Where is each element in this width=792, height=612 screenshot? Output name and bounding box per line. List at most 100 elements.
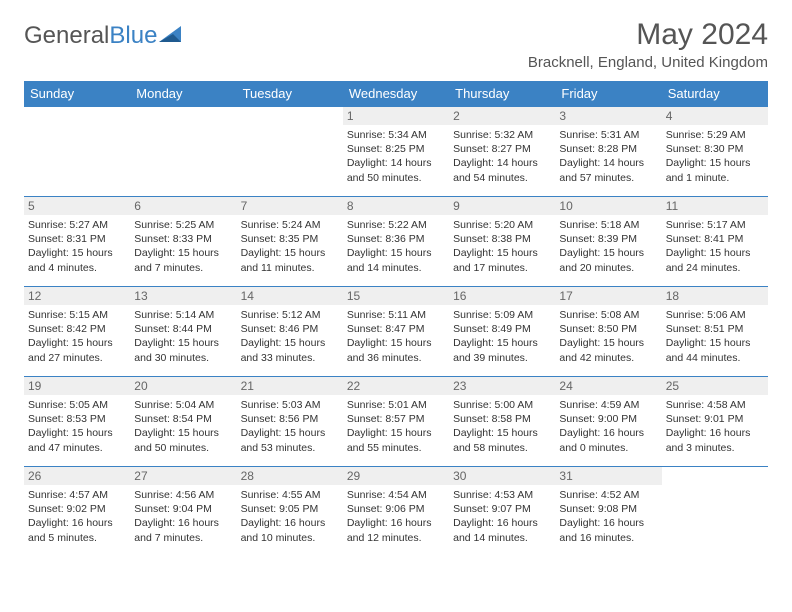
day-info: Sunrise: 5:29 AMSunset: 8:30 PMDaylight:… [666, 128, 764, 185]
weekday-sunday: Sunday [24, 81, 130, 107]
calendar-week: 26 Sunrise: 4:57 AMSunset: 9:02 PMDayligh… [24, 467, 768, 557]
weekday-wednesday: Wednesday [343, 81, 449, 107]
day-number: 14 [237, 287, 343, 305]
calendar-cell: 5Sunrise: 5:27 AMSunset: 8:31 PMDaylight… [24, 197, 130, 287]
day-info: Sunrise: 5:20 AMSunset: 8:38 PMDaylight:… [453, 218, 551, 275]
calendar-cell: 16 Sunrise: 5:09 AMSunset: 8:49 PMDayligh… [449, 287, 555, 377]
day-number: 9 [449, 197, 555, 215]
day-info: Sunrise: 5:14 AMSunset: 8:44 PMDaylight:… [134, 308, 232, 365]
day-number: 16 [449, 287, 555, 305]
day-number: 31 [555, 467, 661, 485]
calendar-cell: 7 Sunrise: 5:24 AMSunset: 8:35 PMDaylight… [237, 197, 343, 287]
day-number: 13 [130, 287, 236, 305]
location-text: Bracknell, England, United Kingdom [528, 54, 768, 71]
calendar-week: 12 Sunrise: 5:15 AMSunset: 8:42 PMDayligh… [24, 287, 768, 377]
weekday-friday: Friday [555, 81, 661, 107]
day-number: 24 [555, 377, 661, 395]
day-number: 8 [343, 197, 449, 215]
day-info: Sunrise: 5:08 AMSunset: 8:50 PMDaylight:… [559, 308, 657, 365]
day-number: 4 [662, 107, 768, 125]
day-info: Sunrise: 5:09 AMSunset: 8:49 PMDaylight:… [453, 308, 551, 365]
calendar-cell: . [130, 107, 236, 197]
day-number: 15 [343, 287, 449, 305]
calendar-cell: 6 Sunrise: 5:25 AMSunset: 8:33 PMDaylight… [130, 197, 236, 287]
calendar-cell: 9 Sunrise: 5:20 AMSunset: 8:38 PMDaylight… [449, 197, 555, 287]
day-number: 30 [449, 467, 555, 485]
calendar-cell: 20 Sunrise: 5:04 AMSunset: 8:54 PMDayligh… [130, 377, 236, 467]
day-number: 11 [662, 197, 768, 215]
calendar-cell: 8 Sunrise: 5:22 AMSunset: 8:36 PMDaylight… [343, 197, 449, 287]
day-info: Sunrise: 5:32 AMSunset: 8:27 PMDaylight:… [453, 128, 551, 185]
calendar-cell: 19 Sunrise: 5:05 AMSunset: 8:53 PMDayligh… [24, 377, 130, 467]
day-info: Sunrise: 4:55 AMSunset: 9:05 PMDaylight:… [241, 488, 339, 545]
day-number: 21 [237, 377, 343, 395]
day-number: 18 [662, 287, 768, 305]
day-number: 22 [343, 377, 449, 395]
calendar-cell: 30 Sunrise: 4:53 AMSunset: 9:07 PMDayligh… [449, 467, 555, 557]
calendar-week: 19 Sunrise: 5:05 AMSunset: 8:53 PMDayligh… [24, 377, 768, 467]
day-info: Sunrise: 5:01 AMSunset: 8:57 PMDaylight:… [347, 398, 445, 455]
day-info: Sunrise: 5:00 AMSunset: 8:58 PMDaylight:… [453, 398, 551, 455]
day-number: 28 [237, 467, 343, 485]
day-number: 1 [343, 107, 449, 125]
calendar-cell: 18 Sunrise: 5:06 AMSunset: 8:51 PMDayligh… [662, 287, 768, 377]
day-info: Sunrise: 4:59 AMSunset: 9:00 PMDaylight:… [559, 398, 657, 455]
day-info: Sunrise: 5:12 AMSunset: 8:46 PMDaylight:… [241, 308, 339, 365]
day-info: Sunrise: 5:15 AMSunset: 8:42 PMDaylight:… [28, 308, 126, 365]
calendar-cell: 26 Sunrise: 4:57 AMSunset: 9:02 PMDayligh… [24, 467, 130, 557]
day-number: 17 [555, 287, 661, 305]
title-block: May 2024 Bracknell, England, United King… [528, 18, 768, 71]
calendar-cell: 21Sunrise: 5:03 AMSunset: 8:56 PMDayligh… [237, 377, 343, 467]
day-info: Sunrise: 5:06 AMSunset: 8:51 PMDaylight:… [666, 308, 764, 365]
calendar-cell: 14 Sunrise: 5:12 AMSunset: 8:46 PMDayligh… [237, 287, 343, 377]
month-title: May 2024 [528, 18, 768, 52]
day-info: Sunrise: 5:17 AMSunset: 8:41 PMDaylight:… [666, 218, 764, 275]
day-number: 7 [237, 197, 343, 215]
day-number: 27 [130, 467, 236, 485]
brand-triangle-icon [159, 24, 185, 49]
day-info: Sunrise: 5:31 AMSunset: 8:28 PMDaylight:… [559, 128, 657, 185]
calendar-cell: 11 Sunrise: 5:17 AMSunset: 8:41 PMDayligh… [662, 197, 768, 287]
calendar-cell: . [662, 467, 768, 557]
weekday-thursday: Thursday [449, 81, 555, 107]
day-number: 12 [24, 287, 130, 305]
day-number: 25 [662, 377, 768, 395]
day-info: Sunrise: 4:52 AMSunset: 9:08 PMDaylight:… [559, 488, 657, 545]
day-info: Sunrise: 5:22 AMSunset: 8:36 PMDaylight:… [347, 218, 445, 275]
day-number: 3 [555, 107, 661, 125]
calendar-cell: 24 Sunrise: 4:59 AMSunset: 9:00 PMDayligh… [555, 377, 661, 467]
calendar-cell: 3 Sunrise: 5:31 AMSunset: 8:28 PMDaylight… [555, 107, 661, 197]
day-info: Sunrise: 4:53 AMSunset: 9:07 PMDaylight:… [453, 488, 551, 545]
day-number: 20 [130, 377, 236, 395]
day-info: Sunrise: 5:04 AMSunset: 8:54 PMDaylight:… [134, 398, 232, 455]
calendar-cell: 25 Sunrise: 4:58 AMSunset: 9:01 PMDayligh… [662, 377, 768, 467]
day-number: 19 [24, 377, 130, 395]
day-info: Sunrise: 5:24 AMSunset: 8:35 PMDaylight:… [241, 218, 339, 275]
day-info: Sunrise: 5:25 AMSunset: 8:33 PMDaylight:… [134, 218, 232, 275]
day-info: Sunrise: 4:56 AMSunset: 9:04 PMDaylight:… [134, 488, 232, 545]
day-info: Sunrise: 4:57 AMSunset: 9:02 PMDaylight:… [28, 488, 126, 545]
day-info: Sunrise: 5:11 AMSunset: 8:47 PMDaylight:… [347, 308, 445, 365]
calendar-cell: 22 Sunrise: 5:01 AMSunset: 8:57 PMDayligh… [343, 377, 449, 467]
calendar-cell: 10Sunrise: 5:18 AMSunset: 8:39 PMDayligh… [555, 197, 661, 287]
weekday-tuesday: Tuesday [237, 81, 343, 107]
day-number: 2 [449, 107, 555, 125]
calendar-week: ...1Sunrise: 5:34 AMSunset: 8:25 PMDayli… [24, 107, 768, 197]
weekday-monday: Monday [130, 81, 236, 107]
day-info: Sunrise: 5:05 AMSunset: 8:53 PMDaylight:… [28, 398, 126, 455]
day-info: Sunrise: 4:58 AMSunset: 9:01 PMDaylight:… [666, 398, 764, 455]
calendar-cell: 2 Sunrise: 5:32 AMSunset: 8:27 PMDaylight… [449, 107, 555, 197]
day-info: Sunrise: 5:27 AMSunset: 8:31 PMDaylight:… [28, 218, 126, 275]
calendar-cell: 29 Sunrise: 4:54 AMSunset: 9:06 PMDayligh… [343, 467, 449, 557]
page-header: GeneralBlue May 2024 Bracknell, England,… [24, 18, 768, 71]
day-number: 26 [24, 467, 130, 485]
calendar-cell: 15 Sunrise: 5:11 AMSunset: 8:47 PMDayligh… [343, 287, 449, 377]
calendar-week: 5Sunrise: 5:27 AMSunset: 8:31 PMDaylight… [24, 197, 768, 287]
calendar-cell: 27 Sunrise: 4:56 AMSunset: 9:04 PMDayligh… [130, 467, 236, 557]
day-number: 29 [343, 467, 449, 485]
day-number: 6 [130, 197, 236, 215]
calendar-cell: 1Sunrise: 5:34 AMSunset: 8:25 PMDaylight… [343, 107, 449, 197]
brand-part2: Blue [109, 22, 157, 49]
day-info: Sunrise: 4:54 AMSunset: 9:06 PMDaylight:… [347, 488, 445, 545]
calendar-cell: 31 Sunrise: 4:52 AMSunset: 9:08 PMDayligh… [555, 467, 661, 557]
